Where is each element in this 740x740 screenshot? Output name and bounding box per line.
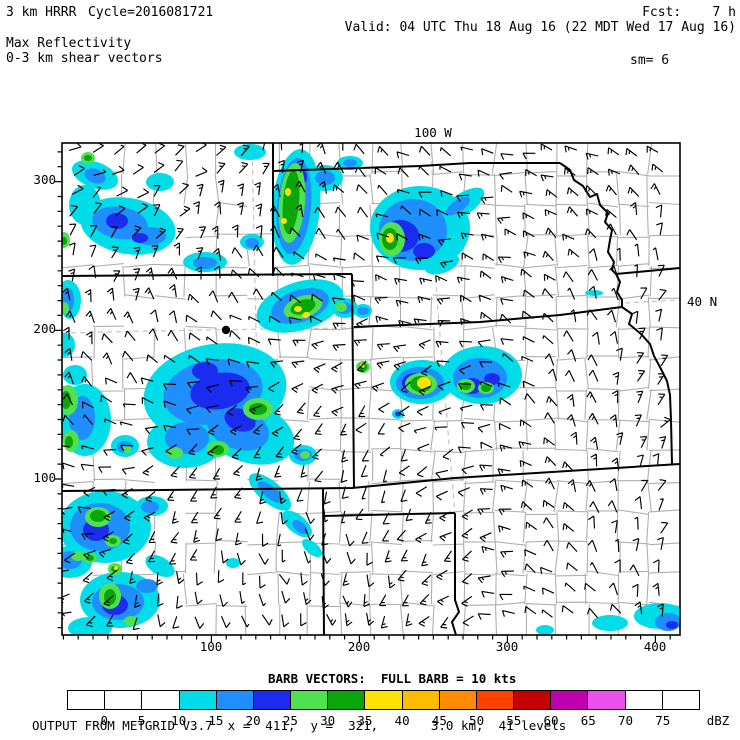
- colorbar-cell: [401, 691, 439, 709]
- colorbar-cell: [550, 691, 588, 709]
- metgrid-info-line: OUTPUT FROM METGRID V3.7 x = 411, y = 32…: [32, 718, 567, 733]
- colorbar-tick-label: 20: [245, 713, 261, 728]
- valid-time-label: Valid: 04 UTC Thu 18 Aug 16 (22 MDT Wed …: [344, 20, 736, 35]
- svg-text:300: 300: [33, 172, 56, 187]
- colorbar-cell: [104, 691, 142, 709]
- colorbar-cell: [661, 691, 699, 709]
- svg-text:40 N: 40 N: [687, 294, 717, 309]
- barb-legend-note: BARB VECTORS: FULL BARB = 10 kts: [268, 671, 517, 686]
- colorbar-cell: [438, 691, 476, 709]
- field-name-label: Max Reflectivity: [6, 36, 132, 51]
- colorbar-tick-label: 45: [431, 713, 447, 728]
- colorbar-tick-label: 5: [137, 713, 146, 728]
- colorbar-cell: [513, 691, 551, 709]
- colorbar-tick-label: 70: [617, 713, 634, 728]
- colorbar-cell: [178, 691, 216, 709]
- colorbar-cell: [252, 691, 291, 709]
- colorbar-tick-label: 65: [580, 713, 596, 728]
- latlon-dashed-lines: [62, 143, 680, 514]
- cycle-label: Cycle=2016081721: [88, 5, 214, 20]
- reflectivity-blobs: [62, 144, 680, 635]
- colorbar-cell: [475, 691, 514, 709]
- colorbar-tick-label: 40: [394, 713, 410, 728]
- forecast-hour-label: Fcst: 7 h: [642, 5, 736, 20]
- city-marker-dot: [221, 325, 231, 335]
- colorbar-cell: [290, 691, 328, 709]
- svg-text:100 W: 100 W: [414, 125, 452, 140]
- colorbar-unit: dBZ: [706, 713, 730, 728]
- axis-labels: 100 200 300 400 300 200 100 100 W 40 N: [33, 125, 717, 654]
- colorbar-cell: [327, 691, 365, 709]
- model-label: 3 km HRRR: [6, 5, 77, 20]
- colorbar-tick-label: 0: [100, 713, 108, 728]
- svg-text:100: 100: [200, 639, 223, 654]
- svg-text:100: 100: [33, 470, 56, 485]
- svg-text:300: 300: [496, 639, 519, 654]
- colorbar-tick-label: 10: [171, 713, 187, 728]
- colorbar-tick-label: 55: [506, 713, 522, 728]
- colorbar-cell: [587, 691, 625, 709]
- colorbar-tick-label: 50: [469, 713, 485, 728]
- axis-ticks: [55, 151, 671, 642]
- svg-text:200: 200: [33, 321, 56, 336]
- wind-barbs: [62, 143, 671, 631]
- svg-text:400: 400: [644, 639, 667, 654]
- colorbar-cell: [624, 691, 662, 709]
- colorbar-cell: [68, 691, 105, 709]
- vector-field-label: 0-3 km shear vectors: [6, 51, 163, 66]
- reflectivity-colorbar: [67, 690, 700, 710]
- colorbar-tick-label: 35: [357, 713, 373, 728]
- colorbar-cell: [364, 691, 402, 709]
- colorbar-tick-label: 75: [655, 713, 671, 728]
- colorbar-tick-label: 25: [282, 713, 298, 728]
- colorbar-tick-label: 60: [543, 713, 559, 728]
- colorbar-tick-label: 30: [320, 713, 336, 728]
- map-frame: [61, 142, 681, 636]
- colorbar-cell: [141, 691, 179, 709]
- colorbar-tick-label: 15: [208, 713, 224, 728]
- smoothing-label: sm= 6: [630, 53, 670, 68]
- svg-text:200: 200: [348, 639, 371, 654]
- colorbar-cell: [215, 691, 253, 709]
